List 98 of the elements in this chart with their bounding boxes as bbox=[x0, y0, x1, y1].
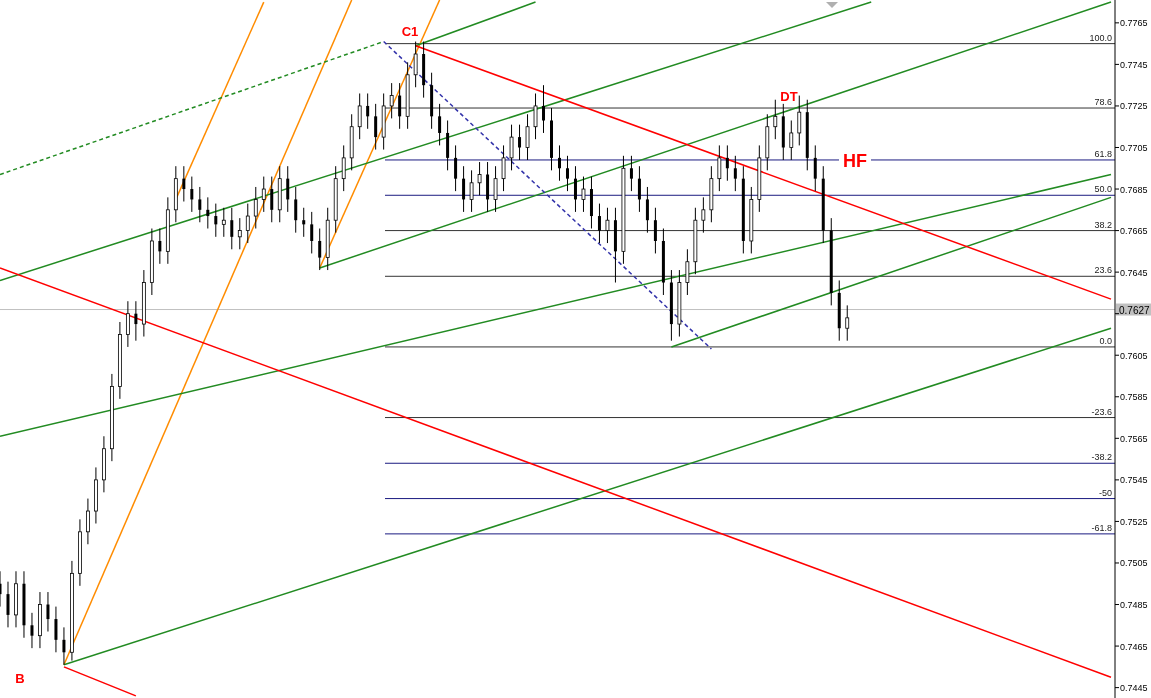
annotation: -23.6 bbox=[1091, 406, 1112, 417]
candlestick bbox=[501, 144, 506, 192]
annotation: -61.8 bbox=[1091, 522, 1112, 533]
y-tick-label: 0.7605 bbox=[1120, 350, 1148, 361]
candlestick bbox=[30, 612, 34, 649]
candlestick bbox=[310, 211, 314, 254]
candlestick bbox=[357, 92, 362, 140]
candlestick bbox=[398, 82, 402, 130]
y-tick-label: 0.7665 bbox=[1120, 226, 1148, 237]
candlestick bbox=[573, 165, 577, 213]
annotation: 0.0 bbox=[1099, 335, 1112, 346]
y-tick-label: 0.7505 bbox=[1120, 558, 1148, 569]
candlestick bbox=[54, 606, 58, 653]
candlestick bbox=[286, 165, 290, 213]
candlestick bbox=[701, 196, 706, 234]
candlestick bbox=[565, 155, 569, 192]
y-tick-label: 0.7685 bbox=[1120, 184, 1148, 195]
candlestick bbox=[438, 103, 442, 146]
candlestick bbox=[6, 581, 10, 628]
candlestick bbox=[685, 248, 690, 296]
annotation: 23.6 bbox=[1094, 265, 1112, 276]
candlestick bbox=[182, 165, 186, 203]
y-tick-label: 0.7705 bbox=[1120, 142, 1148, 153]
candlestick bbox=[462, 165, 466, 213]
annotation: C1 bbox=[401, 23, 419, 39]
candlestick bbox=[198, 186, 202, 223]
candlestick bbox=[581, 176, 586, 213]
y-tick-label: 0.7445 bbox=[1120, 683, 1148, 694]
annotation: 38.2 bbox=[1094, 219, 1112, 230]
candlestick bbox=[733, 155, 737, 192]
candlestick bbox=[845, 304, 850, 342]
annotation: 61.8 bbox=[1094, 148, 1112, 159]
candlestick bbox=[245, 203, 250, 244]
y-tick-label: 0.7765 bbox=[1120, 18, 1148, 29]
candlestick bbox=[341, 144, 346, 192]
ref-line-label: 0.7627 bbox=[1119, 304, 1151, 316]
candlestick bbox=[597, 203, 601, 244]
y-tick-label: 0.7525 bbox=[1120, 516, 1148, 527]
y-tick-label: 0.7565 bbox=[1120, 433, 1148, 444]
y-tick-label: 0.7465 bbox=[1120, 641, 1148, 652]
candlestick bbox=[125, 300, 130, 348]
y-tick-label: 0.7645 bbox=[1120, 267, 1148, 278]
candlestick bbox=[653, 207, 657, 254]
annotation: B bbox=[15, 671, 25, 686]
candlestick bbox=[525, 113, 530, 161]
candlestick bbox=[294, 186, 298, 234]
candlestick bbox=[158, 228, 162, 265]
candlestick bbox=[62, 626, 66, 666]
candlestick bbox=[542, 84, 546, 134]
annotation: 50.0 bbox=[1094, 184, 1112, 195]
candlestick bbox=[797, 95, 802, 146]
candlestick bbox=[230, 207, 234, 250]
candlestick bbox=[629, 155, 633, 192]
candlestick bbox=[374, 103, 378, 151]
candlestick bbox=[789, 119, 794, 161]
candlestick bbox=[454, 144, 458, 192]
y-tick-label: 0.7725 bbox=[1120, 101, 1148, 112]
candlestick bbox=[0, 570, 2, 608]
candlestick bbox=[389, 82, 394, 119]
y-tick-label: 0.7745 bbox=[1120, 59, 1148, 70]
candlestick bbox=[518, 124, 522, 161]
candlestick bbox=[725, 144, 729, 182]
candlestick bbox=[813, 144, 817, 192]
annotation: 78.6 bbox=[1094, 97, 1112, 108]
candlestick bbox=[637, 165, 641, 213]
candlestick bbox=[221, 207, 226, 238]
candlestick bbox=[773, 99, 778, 140]
annotation: -50 bbox=[1098, 487, 1112, 498]
candlestick bbox=[270, 176, 274, 223]
y-tick-label: 0.7485 bbox=[1120, 600, 1148, 611]
candlestick bbox=[477, 161, 482, 196]
candlestick bbox=[366, 92, 370, 130]
candlestick bbox=[533, 92, 538, 140]
candlestick bbox=[206, 196, 210, 230]
annotation: DT bbox=[780, 89, 798, 104]
candlestick bbox=[134, 300, 138, 342]
candlestick bbox=[253, 186, 258, 230]
candlestick bbox=[46, 591, 50, 633]
candlestick bbox=[302, 207, 306, 238]
candlestick bbox=[558, 144, 561, 182]
y-tick-label: 0.7585 bbox=[1120, 392, 1148, 403]
candlestick bbox=[645, 186, 649, 234]
candlestick bbox=[86, 498, 90, 545]
annotation: HF bbox=[843, 150, 867, 171]
candlestick bbox=[509, 124, 514, 171]
candlestick bbox=[237, 217, 242, 250]
candlestick bbox=[413, 41, 418, 88]
candlestick bbox=[493, 165, 498, 213]
candlestick bbox=[190, 176, 194, 213]
candlestick bbox=[318, 228, 322, 271]
candlestick bbox=[214, 203, 218, 238]
annotation: 100.0 bbox=[1089, 32, 1112, 43]
annotation: -38.2 bbox=[1091, 452, 1112, 463]
candlestick bbox=[717, 144, 722, 192]
y-tick-label: 0.7545 bbox=[1120, 475, 1148, 486]
candlestick bbox=[469, 169, 474, 213]
candlestick bbox=[261, 176, 266, 213]
candlestick bbox=[605, 207, 610, 244]
